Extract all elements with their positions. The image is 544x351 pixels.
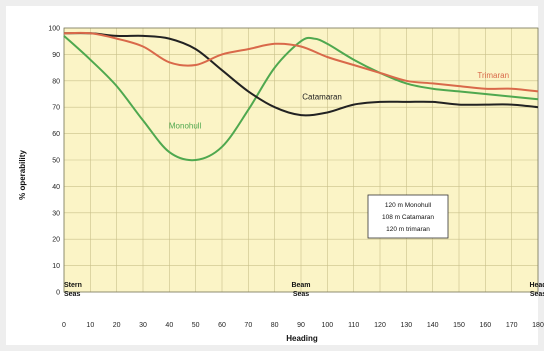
x-tick-label-90: 90 — [297, 322, 305, 329]
x-tick-label-120: 120 — [374, 322, 386, 329]
y-tick-label-40: 40 — [52, 184, 60, 191]
legend-box: 120 m Monohull 108 m Catamaran 120 m tri… — [367, 194, 449, 239]
y-axis-title: % operability — [18, 150, 27, 200]
y-tick-label-0: 0 — [56, 290, 60, 297]
y-tick-label-70: 70 — [52, 105, 60, 112]
series-line-monohull — [63, 35, 539, 162]
sea-label-180-line2: Seas — [530, 291, 544, 298]
sea-label-0-line1: Stern — [64, 282, 82, 289]
x-tick-label-180: 180 — [532, 322, 544, 329]
series-line-catamaran — [63, 32, 539, 117]
sea-label-180-line1: Head — [529, 282, 544, 289]
x-tick-label-170: 170 — [506, 322, 518, 329]
y-tick-label-90: 90 — [52, 52, 60, 59]
x-tick-label-130: 130 — [400, 322, 412, 329]
legend-box-frame — [367, 194, 449, 239]
x-tick-label-60: 60 — [218, 322, 226, 329]
x-tick-label-0: 0 — [62, 322, 66, 329]
x-tick-label-100: 100 — [321, 322, 333, 329]
sea-label-0-line2: Seas — [64, 291, 80, 298]
series-line-trimaran — [63, 31, 539, 93]
legend-line-monohull: 120 m Monohull — [385, 202, 432, 209]
axes: 0 10 20 30 40 50 60 70 80 90 100 110 120 130 140 150 160… — [48, 26, 544, 330]
legend-line-trimaran: 120 m trimaran — [386, 226, 430, 233]
series-label-trimaran: Trimaran — [477, 71, 509, 80]
y-tick-label-20: 20 — [52, 237, 60, 244]
series-layer — [63, 31, 539, 162]
y-tick-label-30: 30 — [52, 210, 60, 217]
x-tick-label-30: 30 — [139, 322, 147, 329]
y-tick-label-10: 10 — [52, 263, 60, 270]
y-tick-label-100: 100 — [48, 26, 60, 33]
plot-frame — [63, 27, 539, 293]
x-tick-label-70: 70 — [244, 322, 252, 329]
y-tick-label-60: 60 — [52, 131, 60, 138]
x-tick-label-150: 150 — [453, 322, 465, 329]
x-tick-label-40: 40 — [165, 322, 173, 329]
y-tick-label-80: 80 — [52, 78, 60, 85]
x-tick-label-50: 50 — [192, 322, 200, 329]
x-axis-title: Heading — [286, 334, 318, 343]
x-tick-label-10: 10 — [86, 322, 94, 329]
legend-line-catamaran: 108 m Catamaran — [382, 214, 434, 221]
x-tick-label-110: 110 — [348, 322, 359, 329]
x-tick-label-20: 20 — [113, 322, 121, 329]
series-label-catamaran: Catamaran — [302, 92, 342, 101]
x-tick-label-80: 80 — [271, 322, 279, 329]
labels-layer: Monohull Catamaran Trimaran — [169, 71, 509, 130]
x-tick-label-160: 160 — [479, 322, 491, 329]
y-tick-label-50: 50 — [52, 158, 60, 165]
series-label-monohull: Monohull — [169, 121, 202, 130]
x-tick-label-140: 140 — [427, 322, 439, 329]
sea-label-90-line2: Seas — [293, 291, 309, 298]
sea-label-90-line1: Beam — [291, 282, 310, 289]
